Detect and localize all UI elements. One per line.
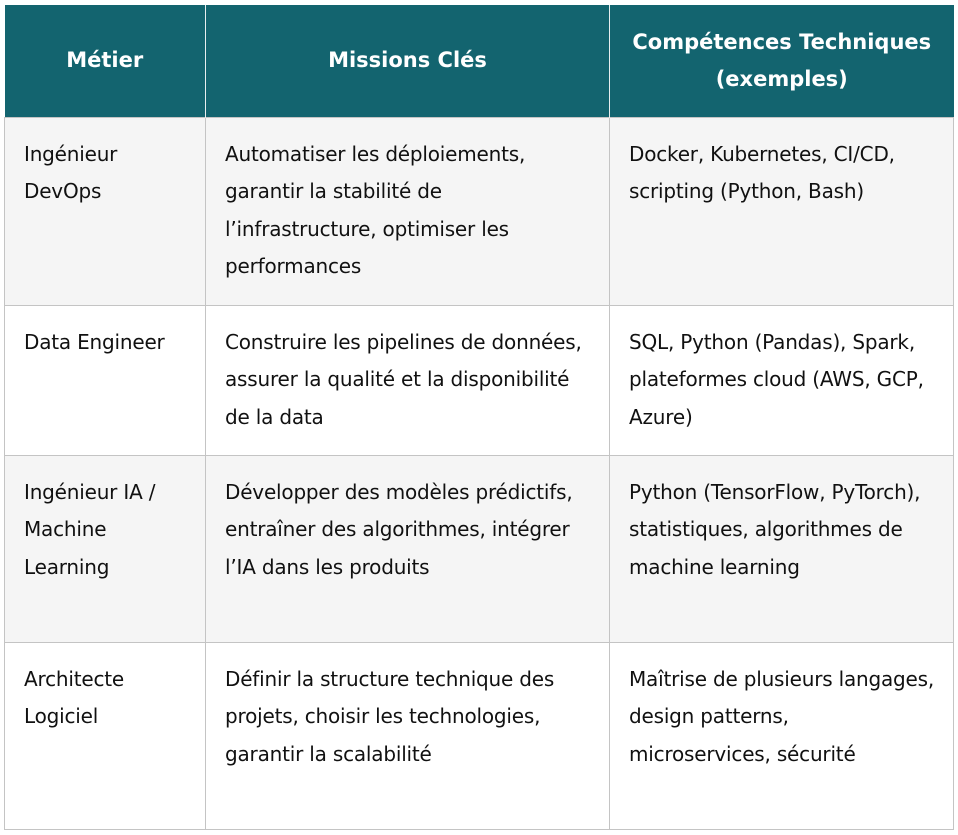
cell-metier: Data Engineer: [4, 304, 206, 456]
header-competences: Compétences Techniques (exemples): [609, 5, 954, 117]
cell-competences: Python (TensorFlow, PyTorch), statistiqu…: [609, 454, 954, 643]
cell-competences: Maîtrise de plusieurs langages, design p…: [609, 641, 954, 830]
table-row: Architecte Logiciel Définir la structure…: [4, 641, 954, 830]
cell-missions: Développer des modèles prédictifs, entra…: [205, 454, 610, 643]
table-row: Data Engineer Construire les pipelines d…: [4, 304, 954, 456]
cell-missions: Définir la structure technique des proje…: [205, 641, 610, 830]
header-missions: Missions Clés: [205, 5, 610, 117]
cell-missions: Construire les pipelines de données, ass…: [205, 304, 610, 456]
header-row: Métier Missions Clés Compétences Techniq…: [4, 5, 954, 117]
cell-competences: Docker, Kubernetes, CI/CD, scripting (Py…: [609, 116, 954, 306]
cell-metier: Ingénieur IA / Machine Learning: [4, 454, 206, 643]
cell-metier: Ingénieur DevOps: [4, 116, 206, 306]
cell-competences: SQL, Python (Pandas), Spark, plateformes…: [609, 304, 954, 456]
table-row: Ingénieur DevOps Automatiser les déploie…: [4, 116, 954, 306]
table-body: Ingénieur DevOps Automatiser les déploie…: [4, 116, 954, 830]
cell-metier: Architecte Logiciel: [4, 641, 206, 830]
table-row: Ingénieur IA / Machine Learning Développ…: [4, 454, 954, 643]
cell-missions: Automatiser les déploiements, garantir l…: [205, 116, 610, 306]
header-metier: Métier: [4, 5, 206, 117]
jobs-table: Métier Missions Clés Compétences Techniq…: [4, 5, 954, 830]
table-header: Métier Missions Clés Compétences Techniq…: [4, 5, 954, 117]
